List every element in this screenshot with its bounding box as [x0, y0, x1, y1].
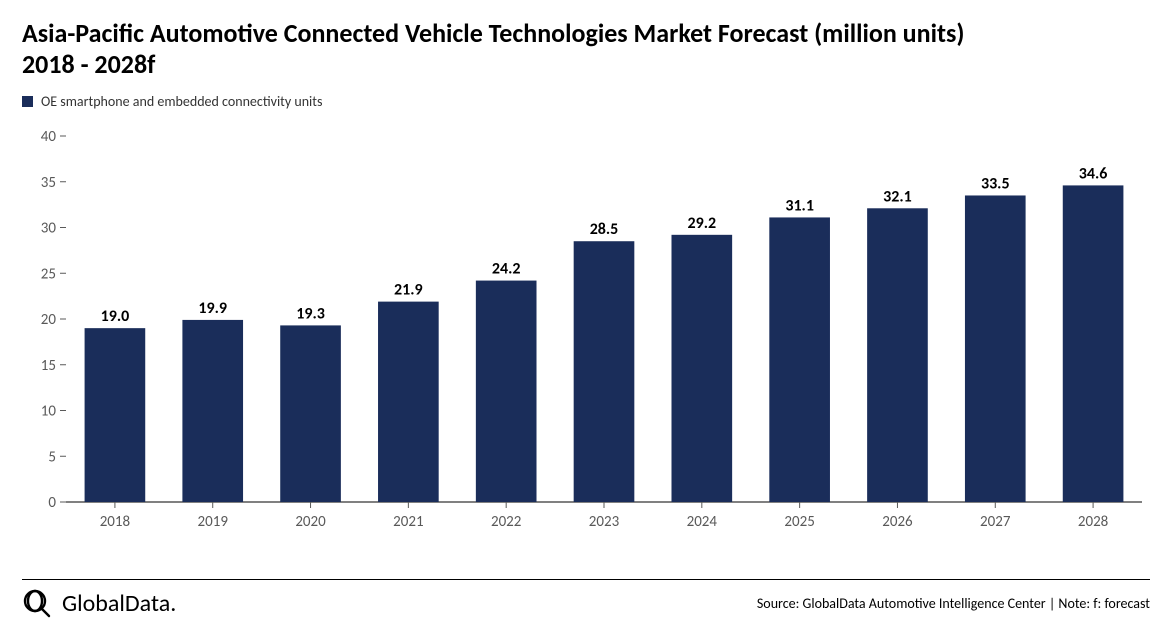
- bar-value-label: 33.5: [981, 175, 1010, 194]
- bar-value-label: 32.1: [883, 188, 912, 207]
- bar: [574, 242, 635, 503]
- bar-value-label: 19.3: [296, 305, 325, 324]
- bar: [280, 326, 341, 503]
- bar-value-label: 21.9: [394, 281, 423, 300]
- x-tick-label: 2026: [882, 513, 913, 531]
- x-tick-label: 2023: [589, 513, 620, 531]
- x-tick-label: 2021: [393, 513, 423, 531]
- y-tick-label: 35: [41, 174, 56, 192]
- bar-value-label: 19.9: [198, 299, 227, 318]
- chart-area: 051015202530354019.0201819.9201919.32020…: [22, 118, 1150, 569]
- x-tick-label: 2027: [980, 513, 1011, 531]
- footer: GlobalData. Source: GlobalData Automotiv…: [22, 579, 1150, 618]
- chart-title: Asia-Pacific Automotive Connected Vehicl…: [22, 18, 1002, 79]
- y-tick-label: 15: [41, 357, 56, 375]
- y-tick-label: 10: [41, 403, 57, 421]
- legend-label: OE smartphone and embedded connectivity …: [41, 93, 322, 110]
- x-tick-label: 2028: [1078, 513, 1108, 531]
- bar: [378, 302, 439, 502]
- x-tick-label: 2024: [687, 513, 718, 531]
- bar: [671, 235, 732, 502]
- x-tick-label: 2025: [784, 513, 814, 531]
- bar: [1063, 186, 1124, 503]
- y-tick-label: 0: [48, 494, 56, 512]
- bar-value-label: 19.0: [101, 307, 130, 326]
- y-tick-label: 30: [41, 220, 57, 238]
- y-tick-label: 20: [41, 311, 57, 329]
- page-root: Asia-Pacific Automotive Connected Vehicl…: [0, 0, 1172, 628]
- bar-value-label: 31.1: [785, 197, 814, 216]
- bar: [965, 196, 1026, 503]
- source-note: Source: GlobalData Automotive Intelligen…: [757, 595, 1150, 612]
- bar-value-label: 34.6: [1079, 165, 1108, 184]
- bar-chart: 051015202530354019.0201819.9201919.32020…: [22, 118, 1150, 538]
- x-tick-label: 2022: [491, 513, 521, 531]
- y-tick-label: 25: [41, 266, 56, 284]
- bar: [85, 328, 146, 502]
- bar: [769, 218, 830, 503]
- brand-icon: [22, 588, 52, 618]
- brand-text: GlobalData.: [62, 589, 176, 618]
- bar-value-label: 24.2: [492, 260, 521, 279]
- bar: [182, 320, 243, 502]
- y-tick-label: 5: [48, 449, 56, 467]
- bar: [476, 281, 537, 502]
- brand-block: GlobalData.: [22, 588, 176, 618]
- x-tick-label: 2020: [295, 513, 326, 531]
- x-tick-label: 2018: [100, 513, 130, 531]
- legend: OE smartphone and embedded connectivity …: [22, 93, 1150, 110]
- x-tick-label: 2019: [198, 513, 229, 531]
- bar-value-label: 28.5: [590, 221, 619, 240]
- bar-value-label: 29.2: [688, 214, 717, 233]
- y-tick-label: 40: [41, 128, 57, 146]
- legend-swatch: [22, 96, 33, 107]
- bar: [867, 209, 928, 503]
